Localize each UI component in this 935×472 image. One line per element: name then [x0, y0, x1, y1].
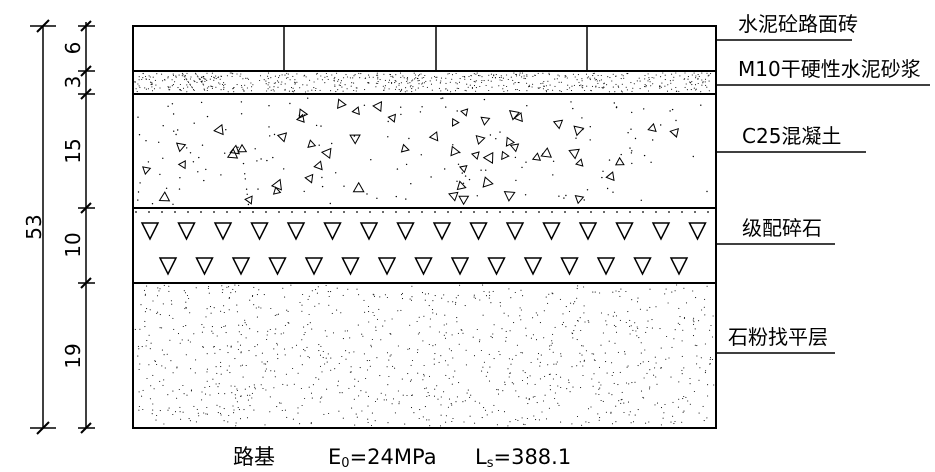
layer-gravel [132, 207, 717, 284]
dim-total: 53 [22, 214, 46, 239]
dimension-chain [30, 19, 95, 435]
label-mortar: M10干硬性水泥砂浆 [738, 57, 921, 81]
layer-concrete [132, 93, 717, 209]
footer-e0: E0=24MPa [328, 445, 437, 471]
layer-labels: 水泥砼路面砖 M10干硬性水泥砂浆 C25混凝土 级配碎石 石粉找平层 [716, 12, 930, 354]
mortar-hatch [134, 72, 712, 93]
stone-powder-hatch [134, 284, 715, 427]
layer-mortar [132, 70, 717, 95]
concrete-hatch [137, 97, 708, 206]
gravel-hatch [135, 211, 709, 276]
dim-concrete: 15 [61, 138, 85, 163]
dim-gravel: 10 [61, 232, 85, 257]
label-concrete: C25混凝土 [742, 124, 841, 148]
footer: 路基 E0=24MPa Ls=388.1 [233, 445, 571, 471]
label-gravel: 级配碎石 [742, 216, 822, 240]
layer-stone-powder [132, 282, 717, 429]
dim-mortar: 3 [61, 76, 85, 89]
label-stone-powder: 石粉找平层 [728, 325, 828, 349]
label-paving-brick: 水泥砼路面砖 [738, 12, 858, 36]
footer-ls: Ls=388.1 [475, 445, 571, 471]
layer-paving-brick [132, 25, 717, 72]
footer-subgrade: 路基 [233, 445, 275, 469]
dim-stone-powder: 19 [61, 343, 85, 368]
dim-paving-brick: 6 [61, 42, 85, 55]
